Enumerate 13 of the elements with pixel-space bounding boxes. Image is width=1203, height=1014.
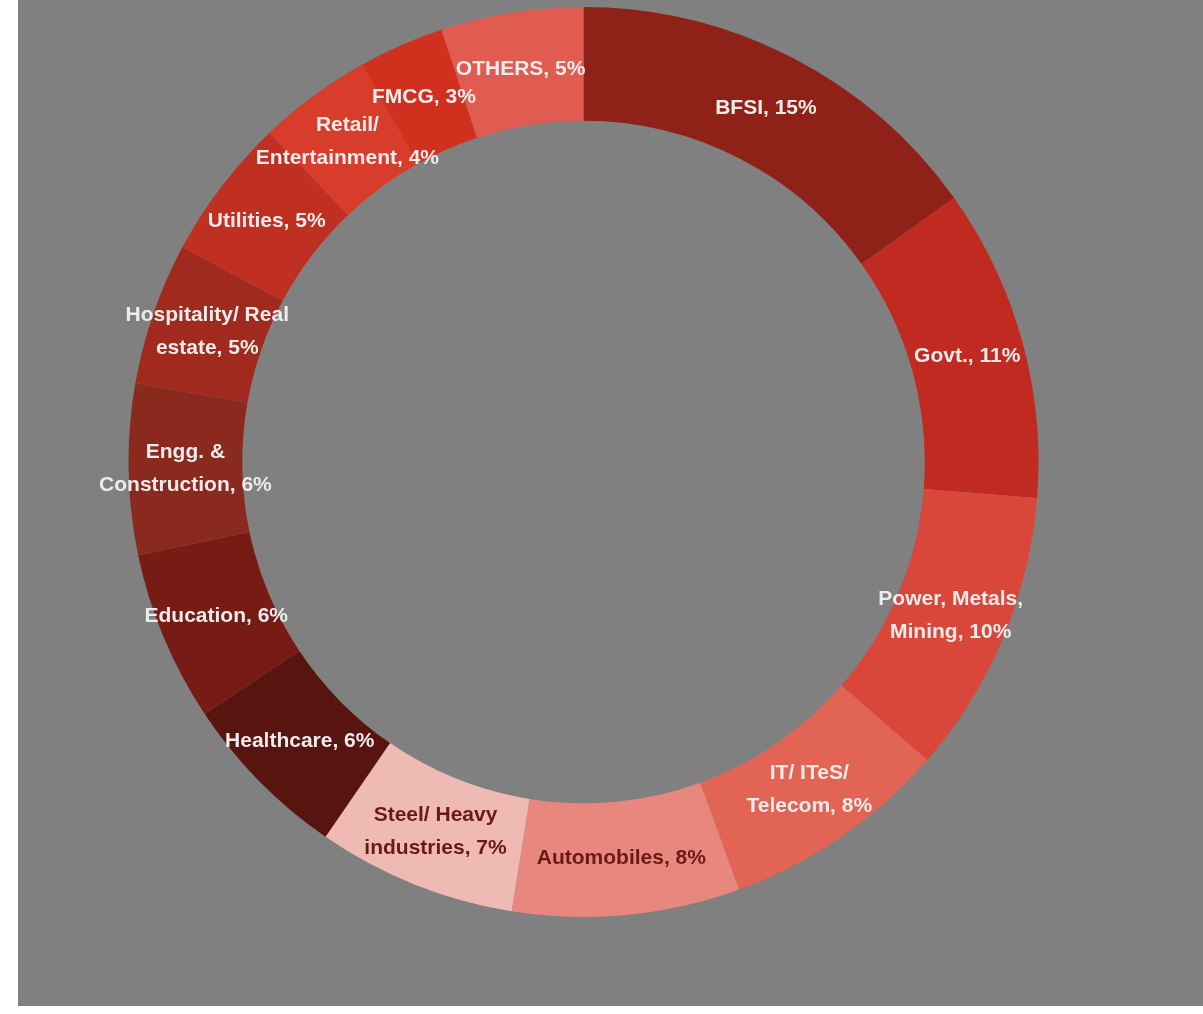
slice-label: Govt., 11% xyxy=(914,342,1021,366)
slice-label: FMCG, 3% xyxy=(371,84,477,108)
slice-label: Hospitality/ Real estate, 5% xyxy=(125,302,289,359)
slice-label: Healthcare, 6% xyxy=(225,728,375,752)
slice-label: OTHERS, 5% xyxy=(455,55,586,79)
slice-label: Power, Metals, Mining, 10% xyxy=(878,586,1024,643)
slice-label: Education, 6% xyxy=(144,602,289,626)
slice-label: IT/ ITeS/ Telecom, 8% xyxy=(746,760,873,817)
slice-label: Steel/ Heavy industries, 7% xyxy=(364,801,508,858)
slice-label: BFSI, 15% xyxy=(715,94,818,118)
slice-label: Retail/ Entertainment, 4% xyxy=(255,111,440,168)
slice-label: Utilities, 5% xyxy=(207,207,326,231)
slice-label: Automobiles, 8% xyxy=(536,845,707,869)
